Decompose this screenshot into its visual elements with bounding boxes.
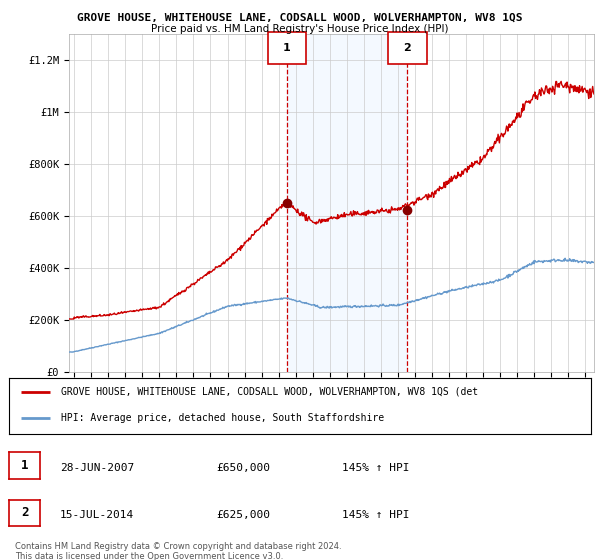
Text: GROVE HOUSE, WHITEHOUSE LANE, CODSALL WOOD, WOLVERHAMPTON, WV8 1QS: GROVE HOUSE, WHITEHOUSE LANE, CODSALL WO… (77, 12, 523, 22)
Text: Contains HM Land Registry data © Crown copyright and database right 2024.
This d: Contains HM Land Registry data © Crown c… (15, 542, 341, 560)
FancyBboxPatch shape (268, 32, 307, 64)
Text: £625,000: £625,000 (216, 510, 270, 520)
Text: 1: 1 (21, 459, 28, 472)
Bar (287, 34, 407, 372)
Text: Price paid vs. HM Land Registry's House Price Index (HPI): Price paid vs. HM Land Registry's House … (151, 24, 449, 34)
Text: 145% ↑ HPI: 145% ↑ HPI (342, 510, 409, 520)
Text: 15-JUL-2014: 15-JUL-2014 (60, 510, 134, 520)
Text: £650,000: £650,000 (216, 463, 270, 473)
Text: GROVE HOUSE, WHITEHOUSE LANE, CODSALL WOOD, WOLVERHAMPTON, WV8 1QS (det: GROVE HOUSE, WHITEHOUSE LANE, CODSALL WO… (61, 387, 479, 397)
Text: 145% ↑ HPI: 145% ↑ HPI (342, 463, 409, 473)
Text: 28-JUN-2007: 28-JUN-2007 (60, 463, 134, 473)
Text: 2: 2 (21, 506, 28, 520)
Text: 2: 2 (403, 43, 411, 53)
FancyBboxPatch shape (388, 32, 427, 64)
Text: 1: 1 (283, 43, 291, 53)
Text: HPI: Average price, detached house, South Staffordshire: HPI: Average price, detached house, Sout… (61, 413, 385, 423)
